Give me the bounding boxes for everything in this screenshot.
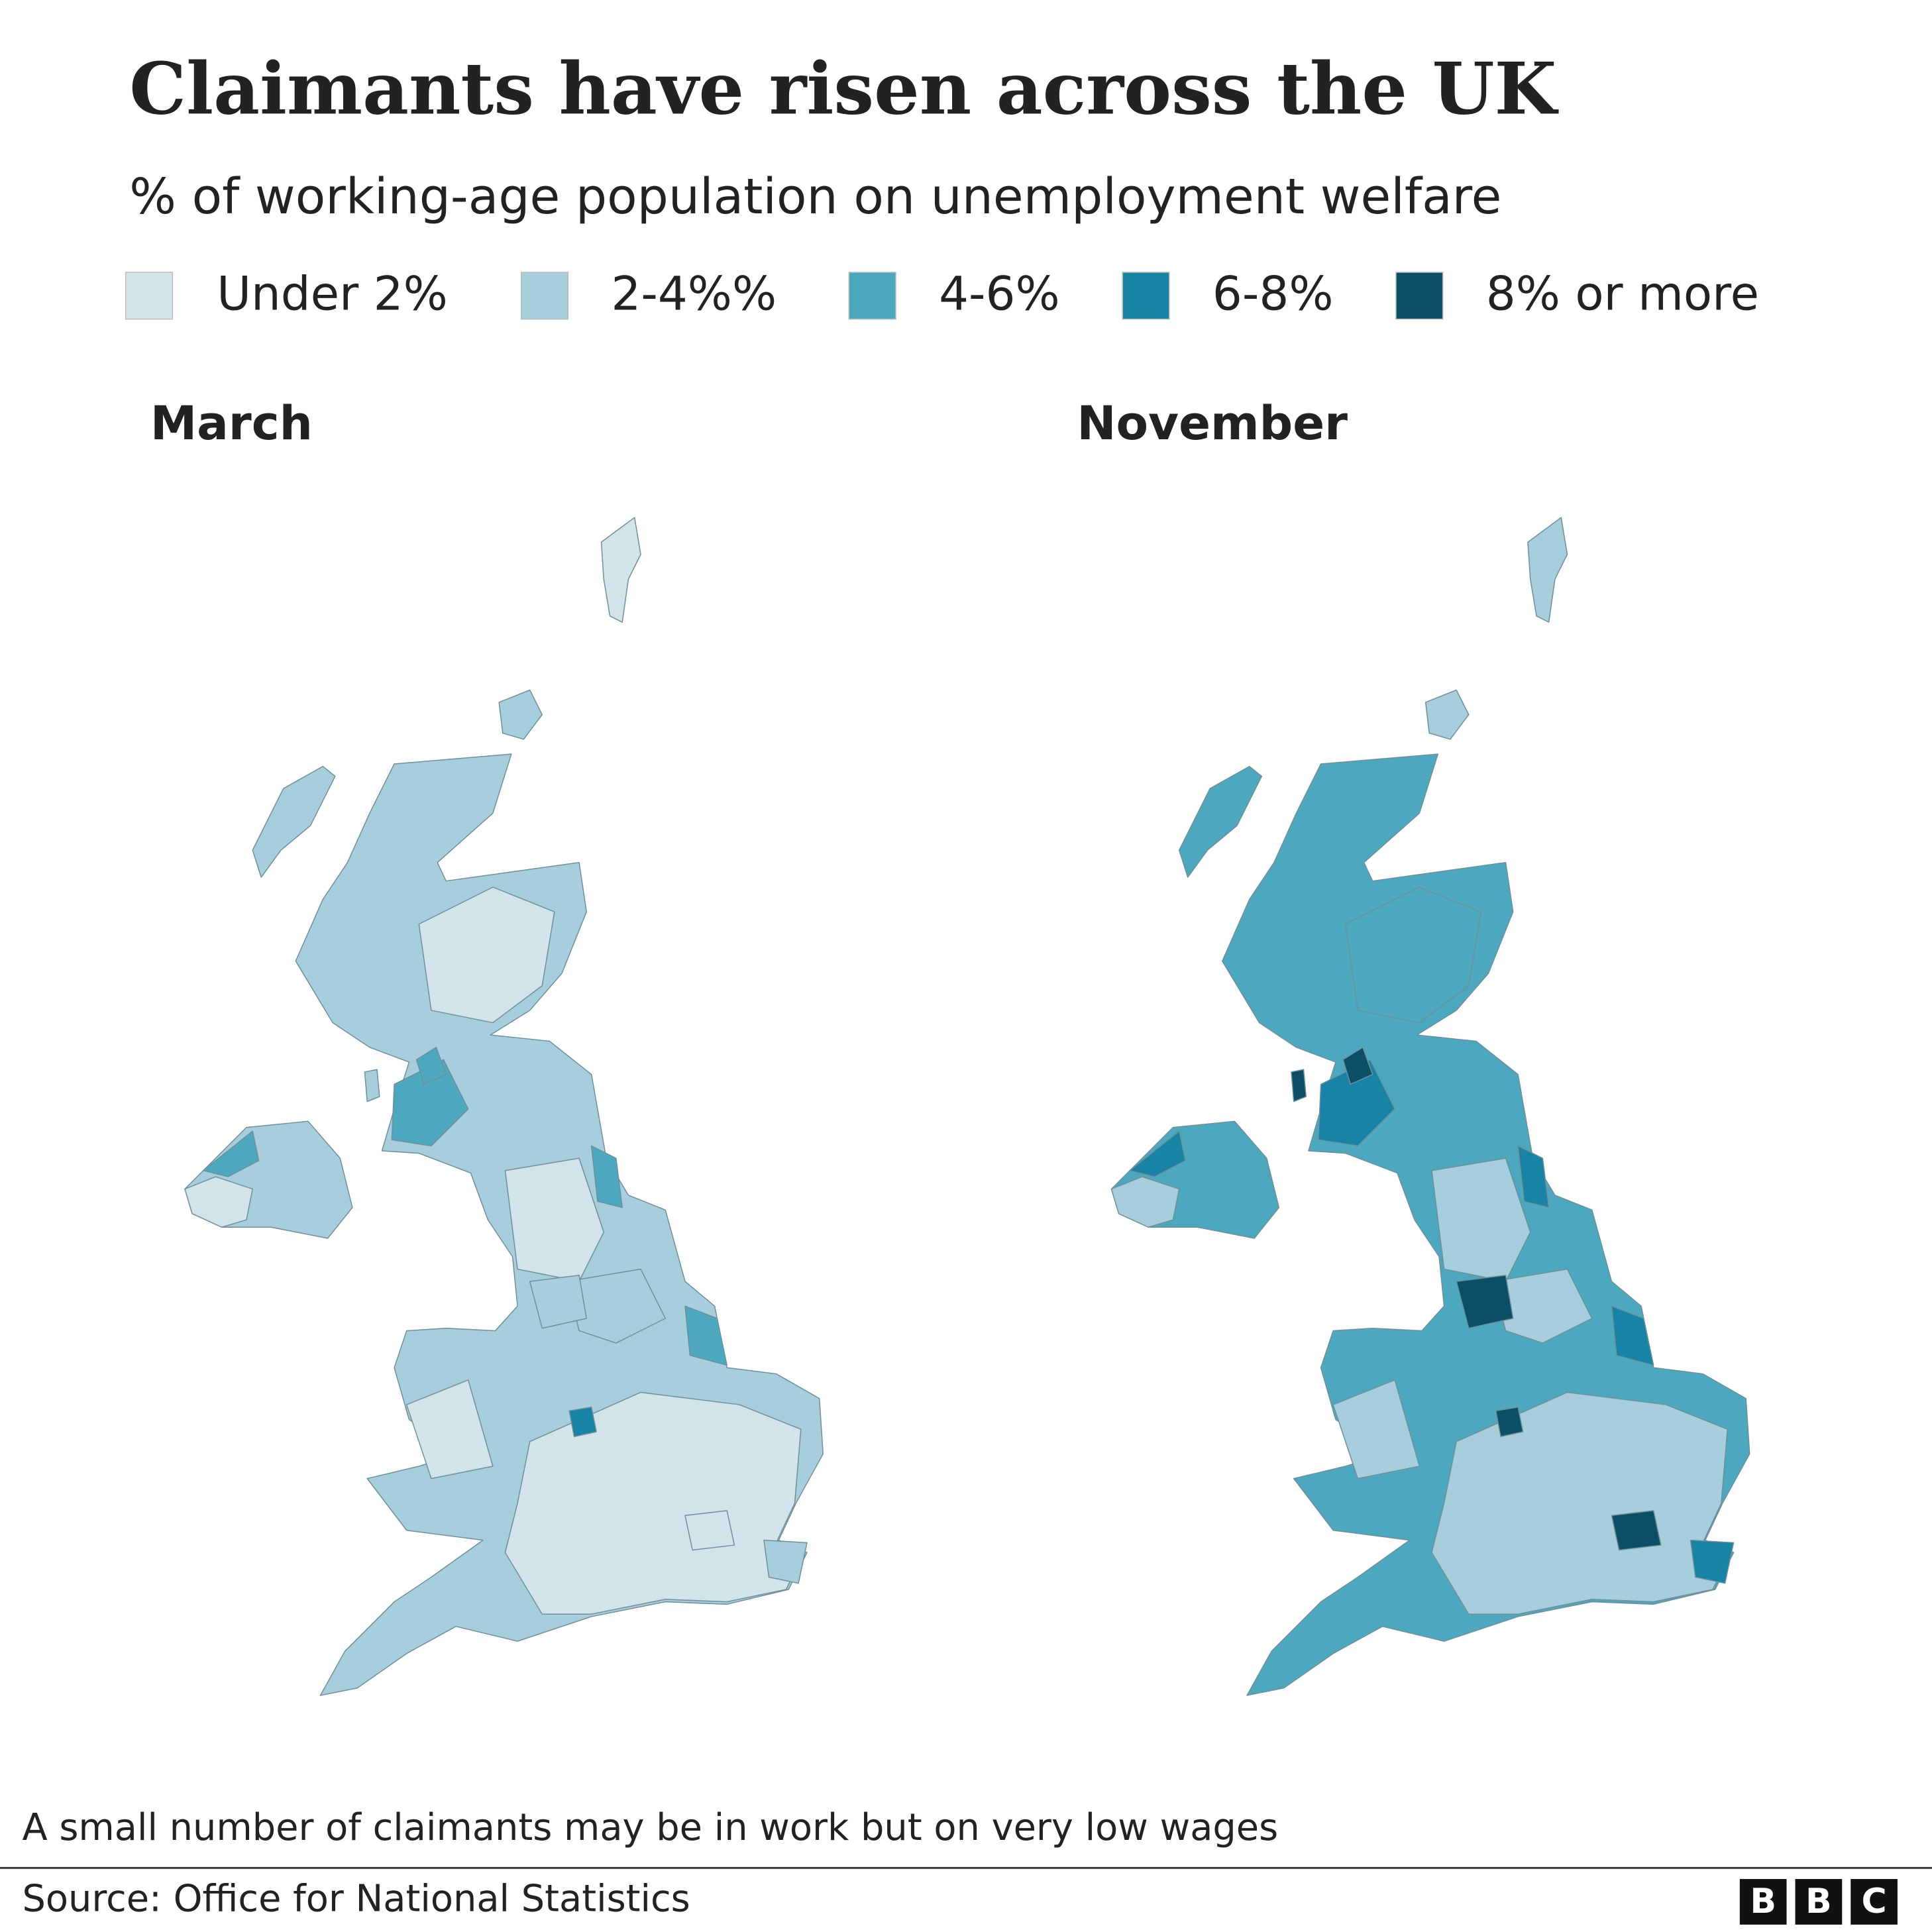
region [1611, 1510, 1662, 1551]
region [566, 1268, 666, 1344]
region [1424, 689, 1470, 740]
logo-box [1851, 1879, 1898, 1925]
maps [184, 517, 1750, 1696]
region [252, 765, 336, 878]
region [590, 1145, 623, 1208]
source: Source: Office for National Statistics [22, 1878, 690, 1921]
region [684, 1305, 727, 1366]
region [763, 1539, 808, 1584]
region [418, 886, 555, 1024]
region [364, 1069, 380, 1102]
region [1342, 1046, 1373, 1085]
legend: Under 2% 2-4%% 4-6% 6-8% 8% or more [125, 266, 1759, 321]
region [1291, 1069, 1307, 1102]
region [1690, 1539, 1735, 1584]
region [498, 689, 543, 740]
region [1431, 1157, 1531, 1282]
region [1178, 765, 1263, 878]
uk-map [1110, 517, 1750, 1696]
region [184, 1176, 253, 1228]
logo-box [1739, 1879, 1787, 1925]
region [1345, 886, 1482, 1024]
region [1611, 1305, 1654, 1366]
legend-swatch [125, 272, 174, 320]
region [1129, 1130, 1186, 1177]
subtitle: % of working-age population on unemploym… [129, 168, 1501, 225]
region [203, 1130, 260, 1177]
region [405, 1379, 494, 1479]
region [504, 1391, 804, 1615]
legend-label: 8% or more [1486, 266, 1759, 321]
region [1495, 1407, 1524, 1438]
region [600, 517, 641, 623]
legend-swatch [520, 272, 569, 320]
region [504, 1157, 604, 1282]
note: A small number of claimants may be in wo… [22, 1806, 1278, 1849]
region [415, 1046, 447, 1085]
legend-label: 6-8% [1212, 266, 1334, 321]
region [529, 1275, 587, 1329]
legend-swatch [848, 272, 896, 320]
region [684, 1510, 735, 1551]
title: Claimants have risen across the UK [129, 47, 1559, 131]
logo-letter: B [1805, 1882, 1832, 1921]
region [1332, 1379, 1421, 1479]
logo-box [1795, 1879, 1843, 1925]
region [1517, 1145, 1550, 1208]
region [568, 1407, 597, 1438]
region [1431, 1391, 1731, 1615]
logo-letter: C [1861, 1882, 1886, 1921]
region [1110, 1176, 1180, 1228]
panel-title: March [150, 396, 313, 451]
uk-map [184, 517, 824, 1696]
legend-swatch [1122, 272, 1170, 320]
legend-swatch [1395, 272, 1444, 320]
legend-label: Under 2% [217, 266, 447, 321]
region [1527, 517, 1568, 623]
legend-label: 4-6% [939, 266, 1060, 321]
logo-letter: B [1750, 1882, 1776, 1921]
panel-title: November [1077, 396, 1348, 451]
logo: B B C [1739, 1879, 1898, 1925]
region [1493, 1268, 1593, 1344]
legend-label: 2-4%% [611, 266, 777, 321]
region [1456, 1275, 1514, 1329]
